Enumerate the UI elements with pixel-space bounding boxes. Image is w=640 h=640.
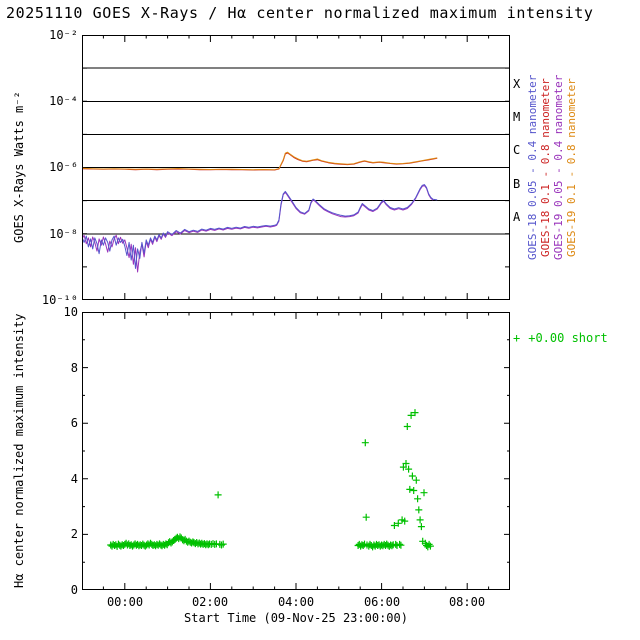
x-tick-label: 06:00 bbox=[363, 595, 401, 609]
legend-goes19-long: GOES-19 0.1 - 0.8 nanometer bbox=[565, 78, 578, 257]
halpha-y-axis-label: Hα center normalized maximum intensity bbox=[12, 313, 26, 589]
y-tick-label: 4 bbox=[70, 472, 78, 486]
y-tick-label: 10⁻¹⁰ bbox=[41, 293, 78, 307]
y-tick-label: 10⁻⁴ bbox=[49, 94, 78, 108]
chart-title: 20251110 GOES X-Rays / Hα center normali… bbox=[6, 4, 594, 22]
xray-plot bbox=[82, 35, 510, 300]
flare-class-c: C bbox=[513, 143, 521, 157]
legend-goes18-long: GOES-18 0.1 - 0.8 nanometer bbox=[539, 78, 552, 257]
y-tick-label: 0 bbox=[70, 583, 78, 597]
x-tick-label: 00:00 bbox=[106, 595, 144, 609]
flare-class-m: M bbox=[513, 110, 521, 124]
x-tick-label: 08:00 bbox=[448, 595, 486, 609]
x-tick-label: 04:00 bbox=[277, 595, 315, 609]
y-tick-label: 10⁻⁶ bbox=[49, 160, 78, 174]
y-tick-label: 10⁻² bbox=[49, 28, 78, 42]
plus-marker-icon: + bbox=[513, 331, 521, 345]
flare-class-a: A bbox=[513, 210, 521, 224]
y-tick-label: 8 bbox=[70, 361, 78, 375]
flare-class-x: X bbox=[513, 77, 521, 91]
y-tick-label: 10⁻⁸ bbox=[49, 227, 78, 241]
halpha-legend-label: +0.00 short bbox=[528, 331, 608, 345]
legend-goes18-short: GOES-18 0.05 - 0.4 nanometer bbox=[526, 74, 539, 261]
y-tick-label: 10 bbox=[63, 305, 78, 319]
flare-class-b: B bbox=[513, 177, 521, 191]
x-axis-title: Start Time (09-Nov-25 23:00:00) bbox=[184, 611, 408, 625]
halpha-legend: + +0.00 short bbox=[513, 331, 608, 345]
legend-goes19-short: GOES-19 0.05 - 0.4 nanometer bbox=[552, 74, 565, 261]
x-tick-label: 02:00 bbox=[191, 595, 229, 609]
halpha-plot bbox=[82, 312, 510, 590]
y-tick-label: 6 bbox=[70, 416, 78, 430]
y-tick-label: 2 bbox=[70, 527, 78, 541]
